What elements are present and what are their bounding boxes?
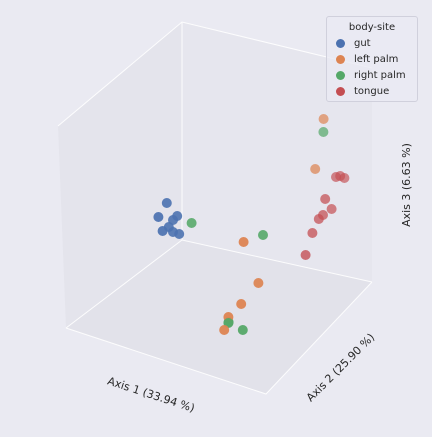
pane-edge-floor-front: [65, 281, 373, 395]
point-left-palm-0: [318, 114, 329, 124]
point-left-palm-2: [253, 278, 264, 288]
legend-label-tongue: tongue: [354, 85, 390, 97]
legend-marker-left-palm: [336, 54, 345, 64]
legend-label-left-palm: left palm: [354, 53, 399, 65]
point-left-palm-5: [219, 325, 230, 335]
point-gut-1: [153, 212, 164, 222]
legend-item-gut: gut: [327, 35, 417, 51]
point-tongue-4: [326, 204, 337, 214]
legend-label-gut: gut: [354, 37, 371, 49]
point-tongue-7: [307, 228, 318, 238]
point-right-palm-0: [186, 218, 197, 228]
legend-label-right-palm: right palm: [354, 69, 406, 81]
legend-title: body-site: [348, 22, 396, 33]
z-axis-label: Axis 3 (6.63 %): [400, 143, 413, 227]
back-left-pane: [58, 22, 182, 328]
point-left-palm-1: [310, 164, 321, 174]
pane-edge-floor-left: [65, 239, 373, 329]
point-right-palm-2: [258, 230, 268, 240]
point-tongue-3: [320, 194, 331, 204]
pane-edge-left-top: [57, 21, 373, 127]
point-tongue-0: [331, 172, 341, 182]
point-right-palm-1: [318, 127, 329, 137]
legend-item-right-palm: right palm: [327, 67, 417, 83]
legend-item-left-palm: left palm: [327, 51, 417, 67]
legend-item-tongue: tongue: [327, 83, 417, 99]
legend-marker-gut: [336, 38, 345, 48]
point-gut-7: [157, 226, 168, 236]
point-left-palm-6: [238, 237, 249, 247]
data-points: [153, 114, 350, 335]
point-gut-0: [161, 198, 172, 208]
legend-marker-right-palm: [336, 70, 345, 80]
point-right-palm-5: [237, 325, 248, 335]
legend: body-site gut left palm right palm tongu…: [326, 16, 418, 102]
point-left-palm-3: [236, 299, 247, 309]
point-tongue-8: [300, 250, 311, 260]
point-tongue-6: [313, 214, 324, 224]
floor-pane: [66, 240, 372, 394]
pane-edges: [57, 21, 373, 395]
legend-marker-tongue: [336, 86, 345, 96]
